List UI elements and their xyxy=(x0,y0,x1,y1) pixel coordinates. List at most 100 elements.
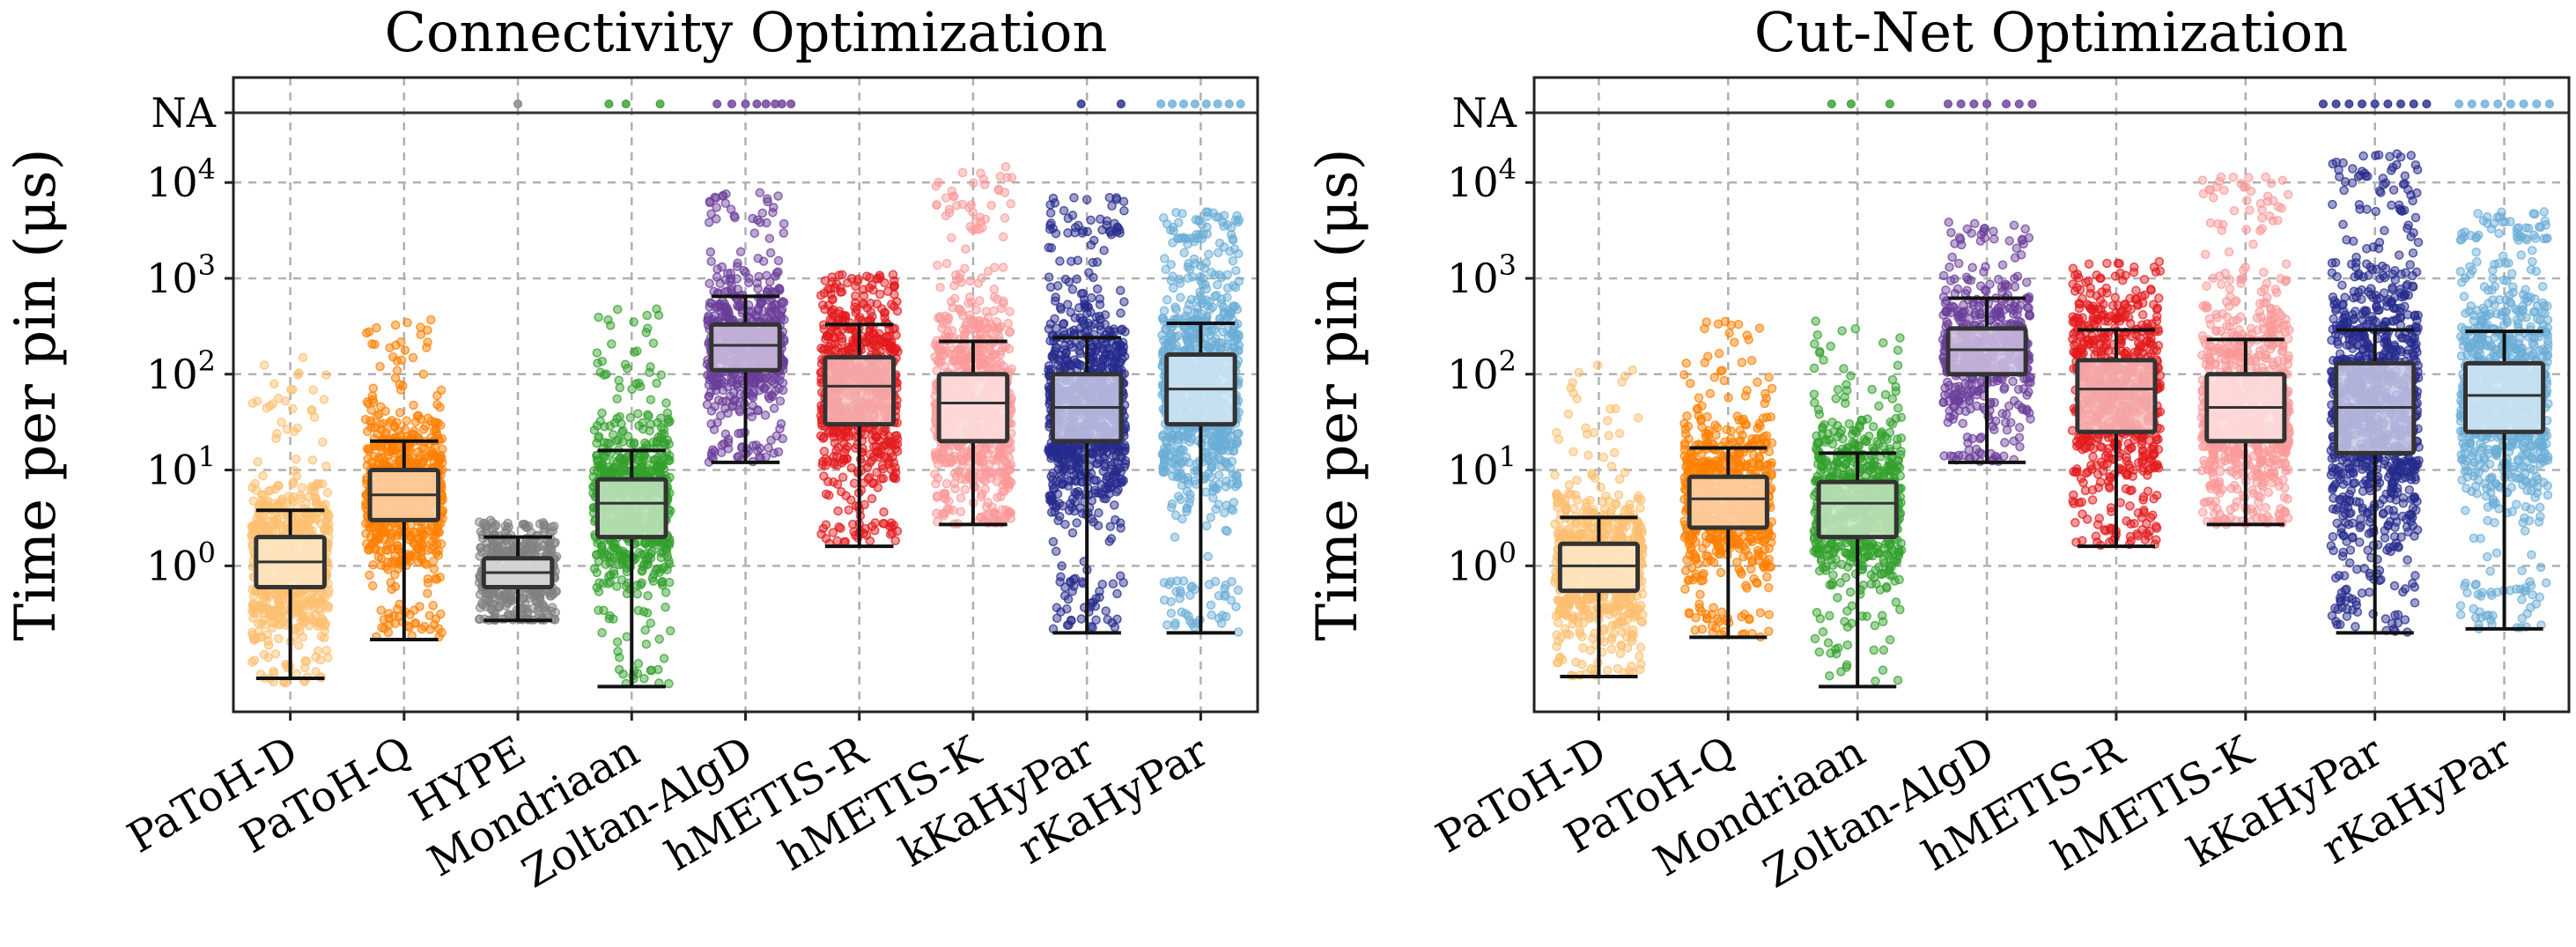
data-point xyxy=(605,321,616,330)
data-point xyxy=(368,560,378,570)
data-point xyxy=(957,167,968,178)
data-point xyxy=(778,385,788,396)
data-point xyxy=(249,520,260,530)
data-point xyxy=(610,539,620,549)
data-point xyxy=(398,381,408,391)
data-point xyxy=(478,519,489,529)
data-point xyxy=(764,233,775,243)
data-point xyxy=(818,300,828,310)
data-point xyxy=(323,653,333,662)
data-point xyxy=(372,322,381,333)
data-point xyxy=(298,352,308,363)
data-point xyxy=(967,225,978,234)
data-point xyxy=(642,310,652,321)
data-point xyxy=(321,370,331,380)
data-point xyxy=(776,418,786,429)
data-point xyxy=(710,402,720,411)
data-point xyxy=(368,395,378,404)
data-point xyxy=(507,596,518,606)
data-point xyxy=(642,608,653,618)
data-point xyxy=(288,403,298,414)
data-point xyxy=(724,311,734,321)
data-point xyxy=(651,540,661,550)
data-point xyxy=(661,398,671,408)
data-point xyxy=(956,492,966,503)
data-point xyxy=(704,391,714,402)
data-point xyxy=(364,327,374,337)
data-point xyxy=(858,298,867,308)
data-point xyxy=(263,603,273,613)
data-point xyxy=(733,258,742,268)
data-point xyxy=(324,526,334,536)
data-point xyxy=(638,424,648,434)
data-point xyxy=(665,625,675,636)
data-point xyxy=(376,553,387,564)
data-point xyxy=(292,669,301,679)
data-point xyxy=(725,277,734,286)
data-point xyxy=(269,666,278,677)
data-point xyxy=(1000,486,1009,497)
data-point xyxy=(946,297,956,307)
data-point xyxy=(643,591,653,601)
data-point xyxy=(324,586,334,596)
data-point xyxy=(973,320,983,330)
data-point xyxy=(989,285,1000,294)
data-point xyxy=(952,200,962,211)
data-point xyxy=(608,430,618,440)
data-point xyxy=(705,196,715,206)
data-point xyxy=(735,247,746,257)
data-point xyxy=(997,505,1008,514)
data-point xyxy=(1067,528,1078,538)
data-point xyxy=(990,263,1000,272)
data-point xyxy=(595,367,606,377)
data-point xyxy=(702,400,712,410)
data-point xyxy=(258,470,268,481)
data-point xyxy=(612,637,623,647)
data-point xyxy=(1088,257,1098,268)
data-point xyxy=(633,409,643,418)
data-point xyxy=(622,632,632,642)
data-point xyxy=(250,605,260,615)
data-point xyxy=(712,302,723,312)
data-point xyxy=(842,441,853,452)
na-point-Mondriaan xyxy=(655,100,665,108)
data-point xyxy=(971,305,981,314)
data-point xyxy=(428,601,438,610)
data-point xyxy=(846,273,857,284)
data-point xyxy=(864,283,875,293)
data-point xyxy=(311,618,321,627)
data-point xyxy=(324,520,334,529)
data-point xyxy=(720,429,731,439)
data-point xyxy=(432,399,442,410)
data-point xyxy=(764,391,773,401)
data-point xyxy=(318,437,328,448)
data-point xyxy=(295,491,306,500)
data-point xyxy=(295,626,305,636)
data-point xyxy=(294,640,304,651)
data-point xyxy=(941,193,951,203)
data-point xyxy=(653,664,663,675)
na-point-Zoltan-AlgD xyxy=(777,100,786,108)
data-point xyxy=(934,177,943,188)
data-point xyxy=(625,412,636,423)
data-point xyxy=(964,203,974,212)
data-point xyxy=(664,559,675,569)
data-point xyxy=(376,605,386,616)
data-point xyxy=(941,211,951,221)
data-point xyxy=(875,329,884,339)
data-point xyxy=(930,469,940,479)
data-point xyxy=(646,618,656,628)
data-point xyxy=(491,594,501,603)
data-point xyxy=(752,312,762,322)
data-point xyxy=(966,297,977,307)
data-point xyxy=(395,337,406,347)
data-point xyxy=(625,439,636,448)
data-point xyxy=(402,318,412,328)
data-point xyxy=(622,563,631,573)
data-point xyxy=(605,421,615,431)
data-point xyxy=(753,405,764,416)
data-point xyxy=(311,667,321,677)
data-point xyxy=(646,665,656,676)
data-point xyxy=(365,416,375,426)
data-point xyxy=(432,430,442,440)
